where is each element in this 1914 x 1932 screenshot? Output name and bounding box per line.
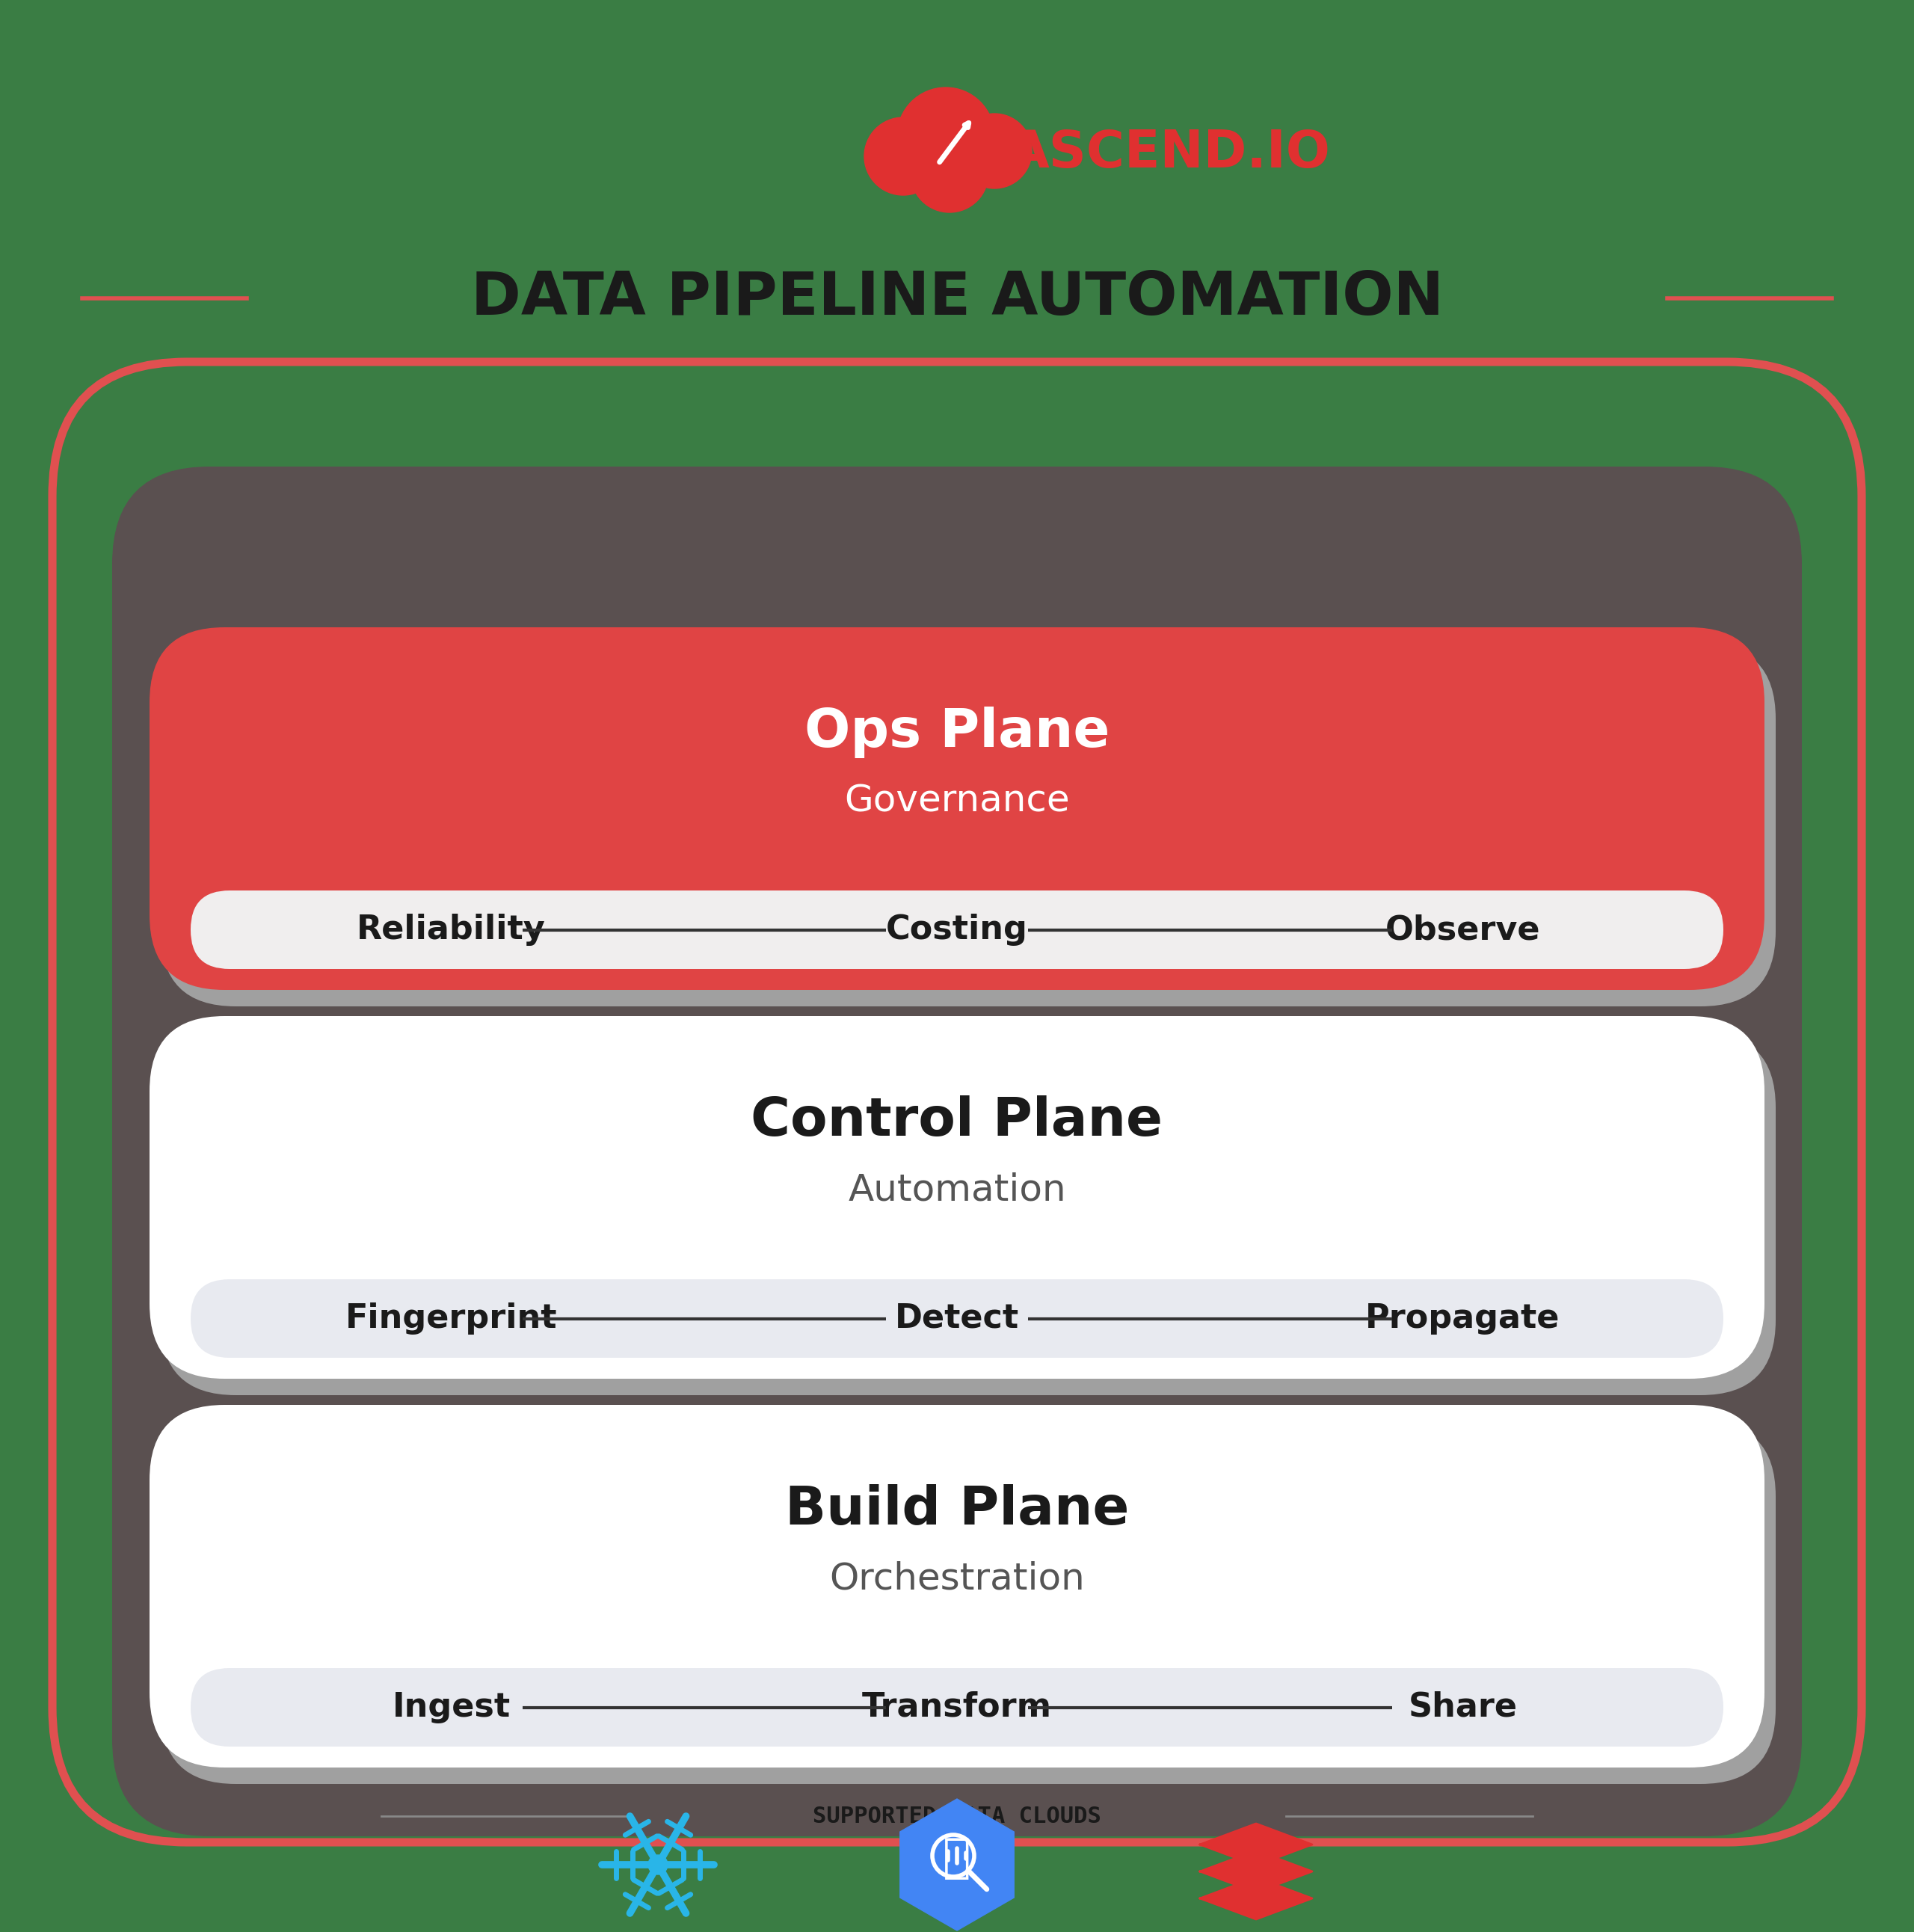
FancyBboxPatch shape xyxy=(113,466,1801,1797)
Text: Costing: Costing xyxy=(886,914,1028,947)
FancyBboxPatch shape xyxy=(149,1016,1765,1379)
Polygon shape xyxy=(1200,1851,1313,1891)
Text: Fingerprint: Fingerprint xyxy=(345,1302,557,1335)
Text: Control Plane: Control Plane xyxy=(750,1095,1164,1148)
Text: Ops Plane: Ops Plane xyxy=(804,707,1110,757)
Text: Transform: Transform xyxy=(861,1690,1053,1723)
Text: ASCEND.IO: ASCEND.IO xyxy=(1009,128,1330,178)
Circle shape xyxy=(865,118,942,195)
Text: Observe: Observe xyxy=(1386,914,1541,947)
Circle shape xyxy=(649,1855,668,1874)
FancyBboxPatch shape xyxy=(113,495,1801,1826)
FancyBboxPatch shape xyxy=(191,1279,1723,1358)
FancyBboxPatch shape xyxy=(161,1032,1776,1395)
Text: Share: Share xyxy=(1409,1690,1518,1723)
FancyBboxPatch shape xyxy=(113,485,1801,1816)
Text: Build Plane: Build Plane xyxy=(785,1484,1129,1536)
Text: Reliability: Reliability xyxy=(356,914,545,947)
Circle shape xyxy=(898,87,995,185)
Polygon shape xyxy=(900,1799,1014,1930)
FancyBboxPatch shape xyxy=(191,1667,1723,1747)
FancyBboxPatch shape xyxy=(161,643,1776,1007)
Circle shape xyxy=(911,135,988,213)
Polygon shape xyxy=(1200,1878,1313,1918)
Text: ⦿: ⦿ xyxy=(944,1835,970,1882)
Polygon shape xyxy=(1200,1824,1313,1866)
Text: SUPPORTED DATA CLOUDS: SUPPORTED DATA CLOUDS xyxy=(813,1804,1101,1828)
Text: Ingest: Ingest xyxy=(392,1690,511,1723)
FancyBboxPatch shape xyxy=(191,891,1723,970)
FancyBboxPatch shape xyxy=(149,1405,1765,1768)
Text: DATA PIPELINE AUTOMATION: DATA PIPELINE AUTOMATION xyxy=(471,269,1443,328)
Text: Governance: Governance xyxy=(844,782,1070,819)
Text: Automation: Automation xyxy=(848,1173,1066,1208)
FancyBboxPatch shape xyxy=(113,473,1801,1804)
Text: Propagate: Propagate xyxy=(1365,1302,1560,1335)
FancyBboxPatch shape xyxy=(149,628,1765,989)
Text: Orchestration: Orchestration xyxy=(829,1561,1085,1598)
FancyBboxPatch shape xyxy=(161,1422,1776,1783)
Text: Detect: Detect xyxy=(896,1302,1018,1335)
Circle shape xyxy=(957,114,1032,189)
FancyBboxPatch shape xyxy=(113,506,1801,1835)
